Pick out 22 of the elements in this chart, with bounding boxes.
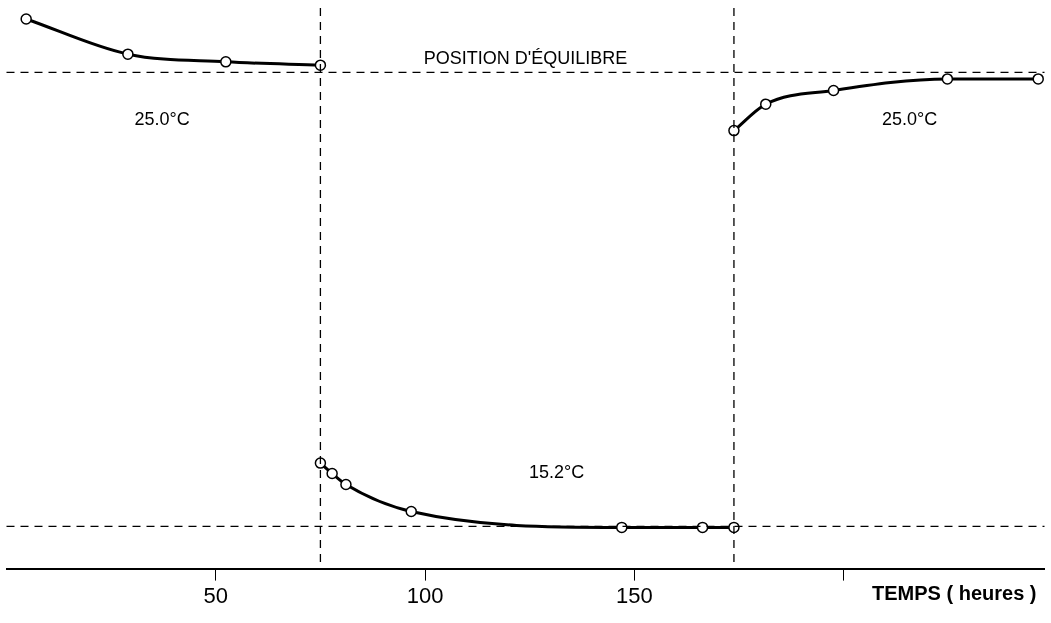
ref-line-label: POSITION D'ÉQUILIBRE: [423, 48, 628, 69]
x-axis-title: TEMPS ( heures ): [872, 582, 1037, 605]
annotation: 15.2°C: [529, 462, 585, 483]
point: [941, 73, 954, 85]
point: [827, 84, 840, 97]
point: [696, 521, 709, 534]
point: [1032, 73, 1044, 85]
point: [405, 505, 417, 518]
annotation: 25.0°C: [881, 109, 938, 130]
x-tick-label: 50: [203, 582, 229, 608]
x-tick-label: 100: [406, 582, 444, 608]
point: [220, 56, 232, 68]
point: [616, 521, 628, 534]
point: [326, 467, 338, 480]
point: [314, 457, 327, 469]
point: [340, 478, 352, 491]
point: [314, 59, 327, 71]
x-tick-label: 150: [615, 582, 653, 608]
point: [760, 98, 772, 110]
annotation: 25.0°C: [134, 109, 190, 130]
point: [20, 13, 32, 25]
point: [122, 48, 134, 60]
